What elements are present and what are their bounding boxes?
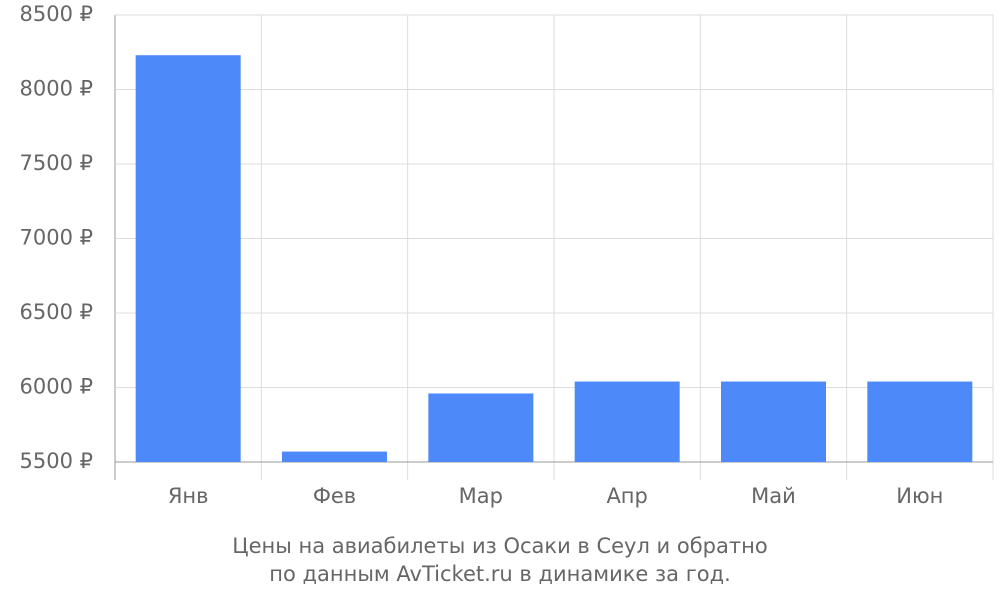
y-tick-label: 5500 ₽ bbox=[20, 449, 93, 473]
x-tick-label: Янв bbox=[168, 484, 209, 508]
chart-title: по данным AvTicket.ru в динамике за год. bbox=[269, 562, 731, 586]
y-tick-label: 7500 ₽ bbox=[20, 151, 93, 175]
bar bbox=[721, 381, 826, 462]
y-tick-label: 6000 ₽ bbox=[20, 375, 93, 399]
x-tick-label: Апр bbox=[606, 484, 647, 508]
y-tick-label: 7000 ₽ bbox=[20, 226, 93, 250]
x-tick-label: Мар bbox=[459, 484, 503, 508]
bar bbox=[574, 381, 680, 462]
bar bbox=[428, 393, 534, 462]
chart-title: Цены на авиабилеты из Осаки в Сеул и обр… bbox=[232, 534, 767, 558]
bar bbox=[135, 55, 241, 462]
x-tick-label: Фев bbox=[313, 484, 356, 508]
x-tick-label: Июн bbox=[896, 484, 943, 508]
bar bbox=[282, 451, 387, 462]
x-tick-label: Май bbox=[751, 484, 796, 508]
y-tick-label: 8500 ₽ bbox=[20, 2, 93, 26]
y-tick-label: 8000 ₽ bbox=[20, 77, 93, 101]
y-tick-label: 6500 ₽ bbox=[20, 300, 93, 324]
bar bbox=[867, 381, 973, 462]
